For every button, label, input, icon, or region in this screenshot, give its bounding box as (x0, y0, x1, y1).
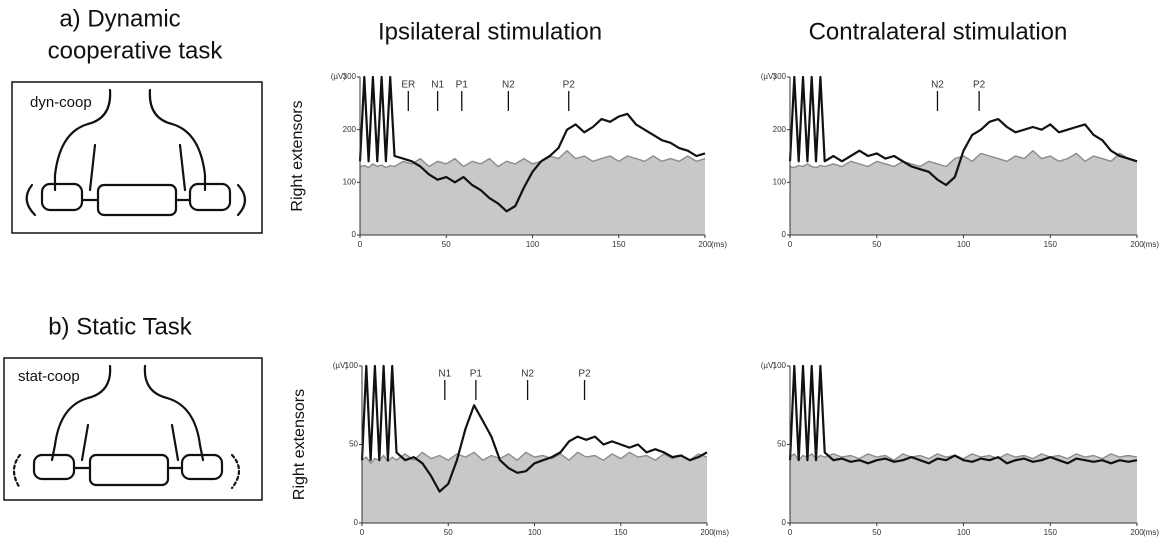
x-axis-label: (ms) (1143, 528, 1159, 537)
component-label: N1 (438, 369, 451, 380)
x-tick-label: 0 (788, 240, 793, 249)
component-label: P1 (470, 369, 483, 380)
x-tick-label: 0 (788, 528, 793, 537)
y-tick-label: 50 (777, 440, 786, 449)
y-unit: (µV) (331, 72, 347, 81)
x-tick-label: 100 (957, 528, 971, 537)
chart-title: Ipsilateral stimulation (378, 18, 602, 45)
area-fill (790, 453, 1137, 523)
y-tick-label: 100 (343, 177, 357, 186)
chart: 0 50 100 0 50 100 150 200 (µV) (ms) Right extensor… (291, 361, 729, 537)
component-label: N2 (502, 80, 515, 91)
component-label: N2 (931, 80, 944, 91)
area-fill (360, 150, 705, 235)
response-line (788, 75, 1138, 187)
y-tick-label: 0 (352, 230, 357, 239)
chart: 0 50 100 0 50 100 150 200 (µV) (ms) (761, 361, 1160, 537)
y-tick-label: 200 (773, 125, 787, 134)
y-axis-label: Right extensors (289, 100, 306, 211)
chart: 0 100 200 300 0 50 100 150 200 (µV) (ms) Right exte… (289, 18, 727, 249)
y-tick-label: 100 (773, 361, 787, 370)
illustration (25, 88, 247, 217)
y-tick-label: 200 (343, 125, 357, 134)
response-line (788, 364, 1138, 465)
illustration-frame (3, 357, 263, 501)
area-line (789, 453, 1138, 461)
area-fill (790, 150, 1137, 235)
x-tick-label: 200 (1130, 240, 1144, 249)
x-tick-label: 100 (528, 528, 542, 537)
chart-title: Contralateral stimulation (809, 18, 1068, 45)
x-tick-label: 0 (360, 528, 365, 537)
area-line (361, 451, 708, 464)
y-tick-label: 100 (345, 361, 359, 370)
y-axis-label: Right extensors (291, 389, 308, 500)
x-tick-label: 50 (442, 240, 451, 249)
illustration-label: stat-coop (18, 368, 80, 385)
y-unit: (µV) (761, 361, 777, 370)
x-tick-label: 150 (1044, 240, 1058, 249)
chart: 0 100 200 300 0 50 100 150 200 (µV) (ms) Contralate… (761, 18, 1160, 249)
y-tick-label: 0 (354, 518, 359, 527)
area-line (359, 150, 706, 169)
y-tick-label: 0 (782, 230, 787, 239)
y-tick-label: 300 (773, 72, 787, 81)
panel-label: b) Static Task (48, 313, 193, 340)
y-tick-label: 300 (343, 72, 357, 81)
x-tick-label: 200 (1130, 528, 1144, 537)
x-tick-label: 200 (700, 528, 714, 537)
x-tick-label: 100 (526, 240, 540, 249)
y-tick-label: 0 (782, 518, 787, 527)
y-tick-label: 100 (773, 177, 787, 186)
y-unit: (µV) (333, 361, 349, 370)
x-tick-label: 150 (614, 528, 628, 537)
panel-label: a) Dynamic (59, 5, 180, 32)
x-tick-label: 200 (698, 240, 712, 249)
area-fill (362, 452, 707, 523)
y-unit: (µV) (761, 72, 777, 81)
component-label: ER (401, 80, 415, 91)
x-tick-label: 150 (1044, 528, 1058, 537)
component-label: N1 (431, 80, 444, 91)
y-tick-label: 50 (349, 440, 358, 449)
component-label: P2 (563, 80, 576, 91)
illustration-label: dyn-coop (30, 94, 92, 111)
x-axis-label: (ms) (711, 240, 727, 249)
component-label: P2 (973, 80, 986, 91)
component-label: P1 (456, 80, 469, 91)
x-tick-label: 0 (358, 240, 363, 249)
x-tick-label: 50 (872, 528, 881, 537)
x-tick-label: 100 (957, 240, 971, 249)
x-tick-label: 50 (872, 240, 881, 249)
x-tick-label: 150 (612, 240, 626, 249)
illustration-frame (11, 81, 263, 234)
component-label: P2 (578, 369, 591, 380)
response-line (360, 364, 708, 493)
x-axis-label: (ms) (1143, 240, 1159, 249)
area-line (789, 150, 1138, 169)
x-axis-label: (ms) (713, 528, 729, 537)
panel-label: cooperative task (48, 37, 224, 64)
x-tick-label: 50 (444, 528, 453, 537)
response-line (358, 75, 706, 213)
component-label: N2 (521, 369, 534, 380)
illustration (12, 364, 241, 490)
